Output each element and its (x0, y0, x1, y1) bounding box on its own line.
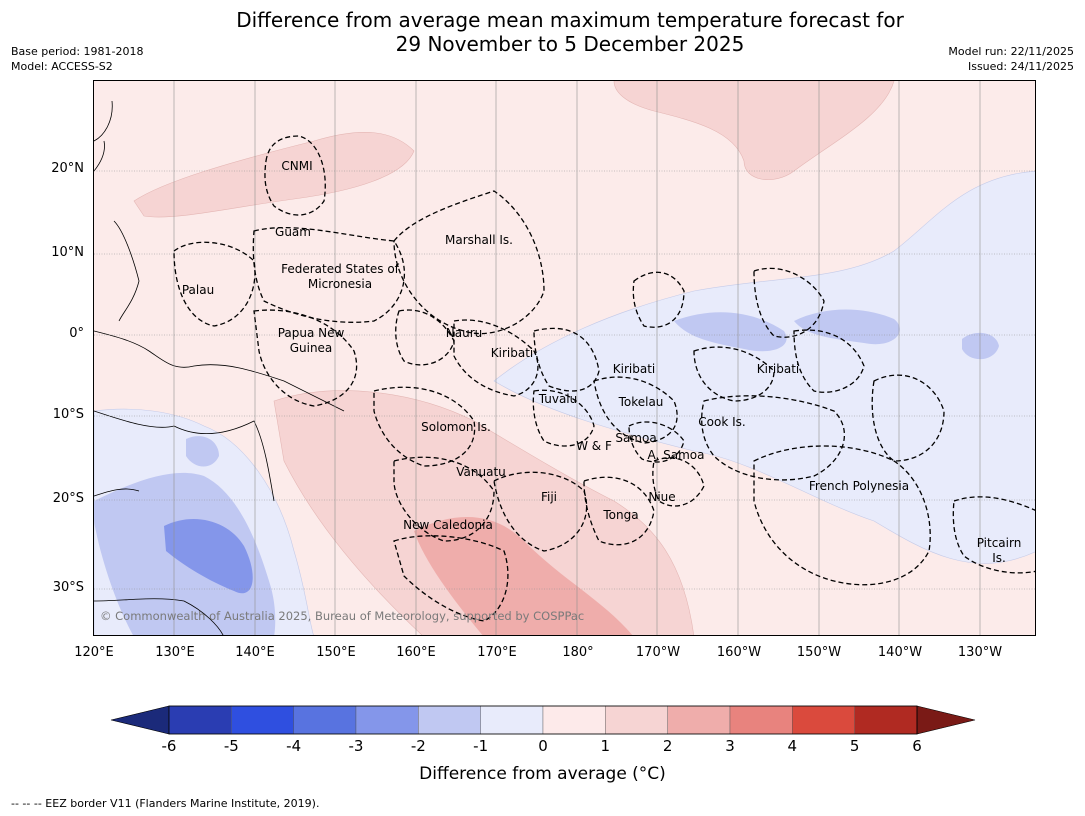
region-label-kiribati-central: Kiribati (612, 362, 656, 376)
model-name: Model: ACCESS-S2 (11, 60, 113, 73)
base-period: Base period: 1981-2018 (11, 45, 144, 58)
colorbar-segment (355, 705, 419, 735)
cool-anomaly-east-area (493, 170, 1035, 564)
cool-patch-2 (794, 309, 900, 345)
colorbar-extend-high (916, 705, 976, 735)
lon-label-180: 180° (562, 645, 594, 660)
colorbar-tick-label: 3 (725, 737, 735, 755)
colorbar-tick-label: 4 (787, 737, 798, 755)
meta-left: Base period: 1981-2018 Model: ACCESS-S2 (11, 44, 143, 74)
region-label-vanuatu: Vanuatu (456, 465, 506, 479)
colorbar-tick-label: -2 (410, 737, 426, 755)
warm-patch-northeast (613, 81, 895, 180)
colorbar-segment (418, 705, 481, 735)
model-run: Model run: 22/11/2025 (948, 45, 1074, 58)
region-label-tokelau: Tokelau (618, 395, 664, 409)
region-label-french-polynesia: French Polynesia (808, 479, 910, 493)
colorbar-tick-label: -6 (161, 737, 177, 755)
lon-label-130w: 130°W (957, 645, 1003, 660)
lon-label-150w: 150°W (796, 645, 842, 660)
region-label-samoa: Samoa (615, 431, 657, 445)
cool-anomaly-west-strong (164, 518, 253, 594)
region-label-cook-islands: Cook Is. (698, 415, 746, 429)
lon-label-140e: 140°E (235, 645, 275, 660)
colorbar-extend-low (110, 705, 170, 735)
cool-patch-3 (962, 332, 999, 360)
colorbar-tick-label: 6 (912, 737, 922, 755)
colorbar-segment (542, 705, 606, 735)
coastlines (94, 100, 345, 635)
colorbar-tick-label: 0 (538, 737, 548, 755)
region-label-marshall: Marshall Is. (445, 233, 513, 247)
region-label-nauru: Nauru (445, 326, 483, 340)
warm-patch-south (273, 390, 694, 635)
colorbar-tick-label: 5 (849, 737, 860, 755)
cool-patch-1 (674, 312, 787, 352)
map-title: Difference from average mean maximum tem… (110, 8, 1030, 56)
lat-label-30s: 30°S (52, 580, 84, 595)
warm-patch-north (133, 132, 415, 218)
warm-patch-south-strong (414, 517, 633, 635)
colorbar-segment (605, 705, 668, 735)
region-label-guam: Guam (275, 225, 311, 239)
lon-label-160w: 160°W (716, 645, 762, 660)
map-panel: © Commonwealth of Australia 2025, Bureau… (93, 80, 1036, 636)
meta-right: Model run: 22/11/2025 Issued: 24/11/2025 (948, 44, 1074, 74)
lat-label-20s: 20°S (52, 491, 84, 506)
lon-label-170w: 170°W (635, 645, 681, 660)
lon-label-140w: 140°W (877, 645, 923, 660)
region-label-fiji: Fiji (540, 490, 558, 504)
region-label-kiribati-east: Kiribati (756, 362, 800, 376)
region-label-niue: Niue (648, 490, 676, 504)
region-label-palau: Palau (181, 283, 215, 297)
lat-label-10s: 10°S (52, 407, 84, 422)
region-label-cnmi: CNMI (281, 159, 313, 173)
region-label-kiribati-west: Kiribati (490, 346, 534, 360)
colorbar-segment (168, 705, 232, 735)
gridlines (94, 81, 1035, 635)
eez-footnote: -- -- -- EEZ border V11 (Flanders Marine… (11, 797, 320, 810)
lat-label-10n: 10°N (51, 245, 84, 260)
colorbar (107, 705, 979, 735)
colorbar-tick-label: -1 (473, 737, 489, 755)
lon-label-130e: 130°E (155, 645, 195, 660)
colorbar-tick-label: -5 (223, 737, 239, 755)
title-line-2: 29 November to 5 December 2025 (395, 32, 745, 56)
region-label-micronesia: Federated States of Micronesia (281, 262, 399, 291)
region-label-tonga: Tonga (603, 508, 639, 522)
lon-label-120e: 120°E (74, 645, 114, 660)
region-label-american-samoa: A. Samoa (647, 448, 705, 462)
lon-label-170e: 170°E (477, 645, 517, 660)
region-label-png: Papua New Guinea (277, 326, 345, 355)
region-label-wallis-futuna: W & F (576, 439, 612, 453)
lat-label-20n: 20°N (51, 161, 84, 176)
colorbar-title: Difference from average (°C) (419, 764, 666, 784)
colorbar-segment (792, 705, 855, 735)
cool-patch-4 (186, 436, 219, 467)
colorbar-tick-label: 2 (662, 737, 673, 755)
region-label-pitcairn: Pitcairn Is. (976, 536, 1022, 565)
colorbar-tick-label: 1 (600, 737, 611, 755)
colorbar-segment (729, 705, 793, 735)
colorbar-svg (110, 705, 976, 735)
colorbar-segment (854, 705, 918, 735)
region-label-tuvalu: Tuvalu (538, 392, 578, 406)
region-label-solomon: Solomon Is. (421, 420, 491, 434)
colorbar-segment (231, 705, 294, 735)
issued-date: Issued: 24/11/2025 (967, 60, 1074, 73)
lat-label-0: 0° (69, 326, 84, 341)
copyright-notice: © Commonwealth of Australia 2025, Bureau… (100, 609, 585, 623)
colorbar-outline (168, 705, 918, 735)
colorbar-segment (480, 705, 544, 735)
lon-label-160e: 160°E (396, 645, 436, 660)
title-line-1: Difference from average mean maximum tem… (236, 8, 904, 32)
lon-label-150e: 150°E (316, 645, 356, 660)
colorbar-segment (667, 705, 731, 735)
eez-borders (173, 135, 1035, 622)
colorbar-segment (293, 705, 357, 735)
map-canvas (94, 81, 1035, 635)
colorbar-tick-label: -4 (286, 737, 302, 755)
colorbar-tick-label: -3 (348, 737, 364, 755)
region-label-new-caledonia: New Caledonia (403, 518, 493, 532)
